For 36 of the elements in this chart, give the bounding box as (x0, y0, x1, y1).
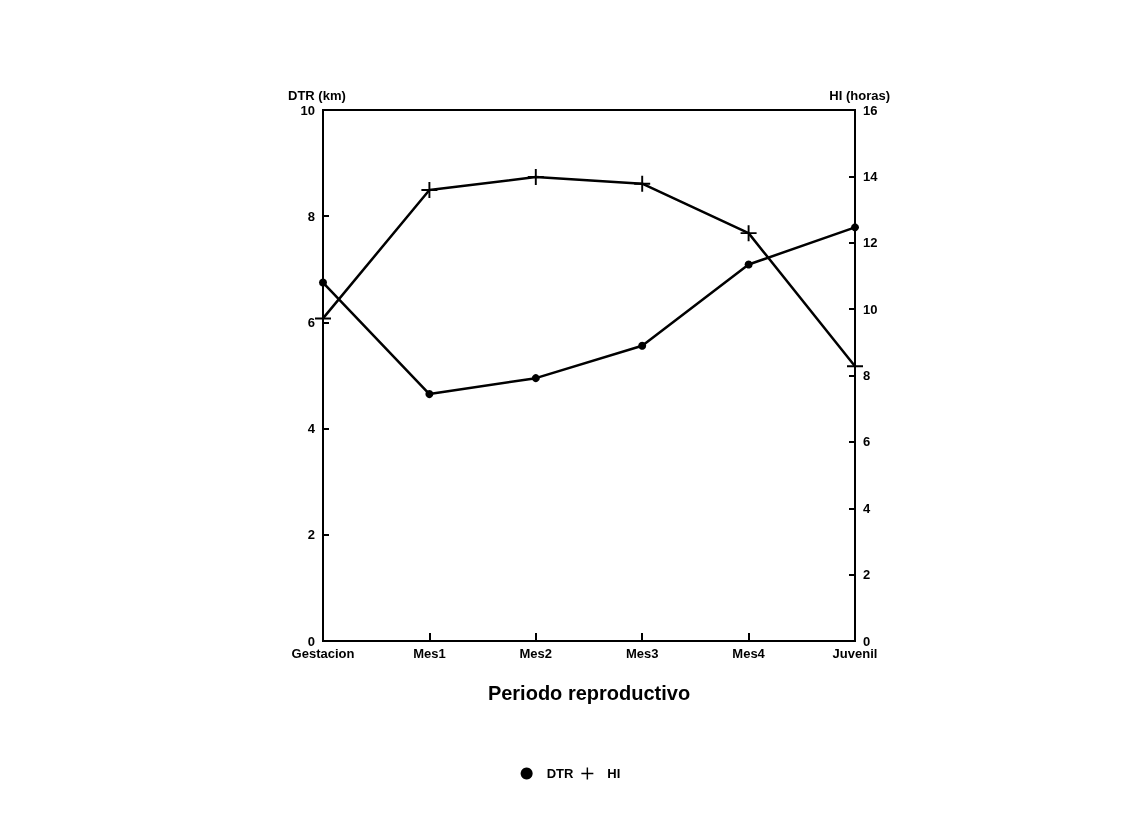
y2-tick-label: 14 (863, 168, 879, 184)
point (744, 260, 753, 269)
y-tick-label: 8 (307, 208, 315, 224)
point (531, 374, 540, 383)
x-axis-title: Periodo reproductivo (487, 682, 691, 704)
x-tick-label: Mes1 (413, 646, 446, 661)
y-tick-label: 4 (307, 421, 316, 437)
point (851, 223, 859, 232)
y2-tick-label: 2 (863, 567, 871, 583)
y2-tick-label: 10 (863, 301, 878, 317)
x-tick-label: Gestacion (291, 646, 355, 661)
point (319, 278, 327, 287)
point (634, 175, 651, 192)
point (425, 390, 434, 399)
y2-tick-label: 12 (863, 235, 878, 251)
y-axis-title: DTR (km) (288, 88, 346, 103)
y2-tick-label: 6 (863, 434, 871, 450)
x-tick-label: Mes2 (519, 646, 553, 661)
y2-axis-title: HI (horas) (829, 88, 890, 103)
x-tick-label: Juvenil (832, 646, 878, 661)
y-tick-label: 6 (307, 314, 315, 330)
point (740, 225, 757, 242)
y-tick-label: 0 (307, 633, 315, 649)
x-tick-label: Mes4 (732, 646, 766, 661)
legend-label: DTR (546, 766, 574, 781)
y2-tick-label: 0 (863, 633, 871, 649)
point (527, 169, 544, 186)
y2-tick-label: 4 (863, 500, 871, 516)
legend-label: HI (607, 766, 621, 781)
x-tick-label: Mes3 (625, 646, 659, 661)
y2-tick-label: 8 (863, 368, 871, 383)
point (638, 341, 647, 350)
y-tick-label: 10 (300, 102, 315, 118)
y-tick-label: 2 (307, 527, 315, 543)
y2-tick-label: 16 (863, 102, 878, 118)
point (421, 181, 438, 198)
